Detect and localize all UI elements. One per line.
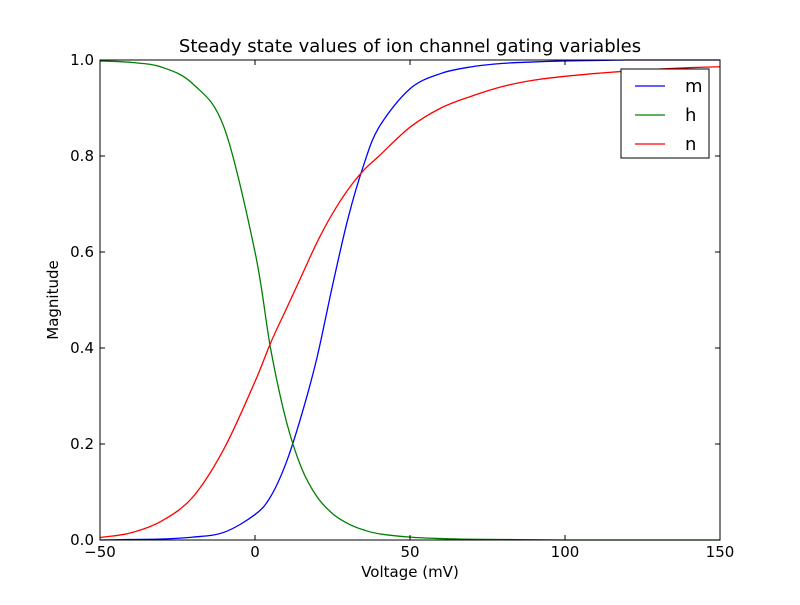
chart-title: Steady state values of ion channel gatin… [179,36,641,57]
y-tick-label: 1.0 [70,51,94,69]
series-n-line [99,66,721,539]
legend-label-n: n [685,134,696,155]
x-axis-label: Voltage (mV) [361,563,459,581]
x-tick-label: 150 [706,543,735,561]
legend: mhn [620,68,710,159]
ticks-layer: −50 0 50 100 150 0.0 0.2 0.4 0.6 0.8 1.0 [70,51,734,561]
x-tick-label: 0 [250,543,260,561]
x-tick-label: −50 [84,543,116,561]
x-tick-label: 50 [400,543,419,561]
y-tick-label: 0.4 [70,339,94,357]
legend-label-h: h [685,105,696,126]
y-tick-label: 0.2 [70,435,94,453]
y-axis-label: Magnitude [44,260,62,339]
y-tick-label: 0.8 [70,147,94,165]
y-tick-label: 0.6 [70,243,94,261]
y-tick-label: 0.0 [70,531,94,549]
legend-label-m: m [685,76,703,97]
legend-box [620,68,710,159]
x-tick-label: 100 [551,543,580,561]
